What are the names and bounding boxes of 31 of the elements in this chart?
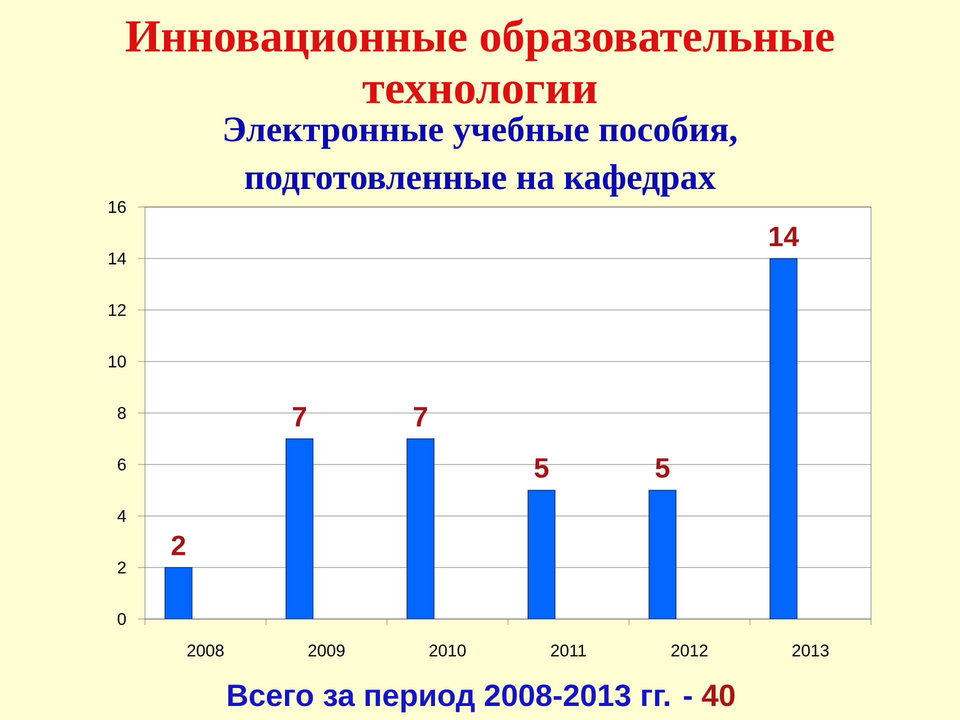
y-tick-label: 8 xyxy=(118,407,126,419)
data-label: 7 xyxy=(292,407,306,426)
y-tick-label: 2 xyxy=(118,562,126,574)
data-label: 7 xyxy=(414,407,428,426)
y-tick-label: 10 xyxy=(108,356,126,368)
y-tick-label: 0 xyxy=(118,613,126,625)
data-label: 2 xyxy=(172,536,186,556)
y-tick-label: 4 xyxy=(117,510,126,522)
y-tick-label: 14 xyxy=(108,252,126,264)
x-tick-label: 2013 xyxy=(792,644,829,657)
x-tick-label: 2009 xyxy=(308,644,345,657)
text: Всего за период 2008-2013 гг. - xyxy=(228,684,692,712)
bar xyxy=(406,438,434,619)
chart-title: Инновационные образовательные технологии xyxy=(126,18,834,104)
data-label: 14 xyxy=(770,226,799,246)
bar xyxy=(286,438,314,619)
bar xyxy=(770,258,798,619)
bar xyxy=(164,567,192,619)
text: 40 xyxy=(702,684,734,706)
x-tick-label: 2008 xyxy=(188,644,224,657)
data-label: 5 xyxy=(534,458,548,478)
data-label: 5 xyxy=(656,458,670,478)
y-tick-label: 16 xyxy=(108,200,126,213)
chart-subtitle: Электронные учебные пособия, подготовленные на кафедрах xyxy=(224,116,736,197)
y-tick-label: 6 xyxy=(118,458,126,470)
bar xyxy=(528,490,556,619)
x-tick-label: 2011 xyxy=(551,644,586,657)
x-tick-label: 2012 xyxy=(672,644,708,657)
bar xyxy=(648,490,676,619)
y-tick-label: 12 xyxy=(108,304,126,316)
x-tick-label: 2010 xyxy=(430,644,466,657)
